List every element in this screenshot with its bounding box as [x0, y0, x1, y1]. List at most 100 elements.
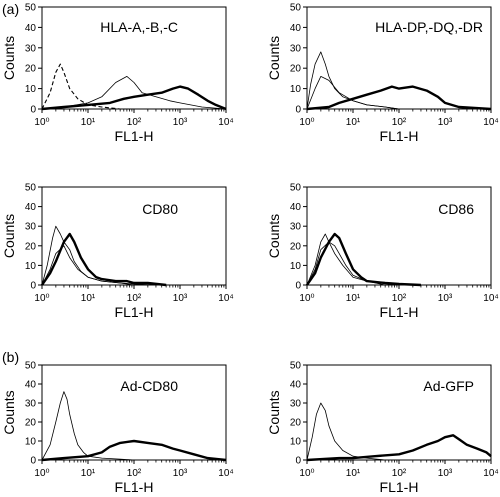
x-tick-label: 10¹: [346, 293, 361, 304]
x-tick-label: 10¹: [81, 117, 96, 128]
y-axis-label: Counts: [266, 36, 282, 80]
y-tick-label: 40: [290, 380, 302, 391]
x-tick-label: 10¹: [346, 117, 361, 128]
x-axis-label: FL1-H: [115, 128, 154, 144]
y-tick-label: 0: [295, 105, 301, 116]
x-tick-label: 10³: [173, 117, 188, 128]
y-tick-label: 10: [25, 437, 37, 448]
y-tick-label: 10: [25, 84, 37, 95]
y-axis-label: Counts: [266, 214, 282, 258]
x-tick-label: 10⁰: [299, 293, 314, 304]
y-tick-label: 0: [295, 456, 301, 467]
y-tick-label: 40: [25, 23, 37, 34]
histogram-series-line: [306, 434, 492, 462]
histogram-panel: 0 10 20 30 40 50 10⁰ 10¹ 10² 10³ 10⁴ FL1-H Counts CD8…: [266, 183, 499, 321]
histogram-series-line: [306, 85, 492, 111]
y-tick-label: 10: [290, 437, 302, 448]
panel-title: Ad-GFP: [423, 378, 474, 394]
y-tick-label: 40: [25, 380, 37, 391]
x-tick-label: 10³: [438, 293, 453, 304]
panel-title: HLA-A,-B,-C: [100, 19, 178, 35]
x-axis-label: FL1-H: [115, 479, 154, 495]
y-tick-label: 50: [290, 361, 302, 372]
x-tick-label: 10¹: [81, 293, 96, 304]
y-tick-label: 30: [25, 43, 37, 54]
y-tick-label: 40: [290, 202, 302, 213]
x-tick-label: 10⁴: [218, 468, 233, 479]
y-tick-label: 0: [295, 281, 301, 292]
histogram-series-line: [306, 232, 421, 287]
x-tick-label: 10³: [173, 293, 188, 304]
y-tick-label: 30: [290, 43, 302, 54]
y-tick-label: 20: [25, 418, 37, 429]
panel-title: CD86: [438, 201, 474, 217]
x-axis-label: FL1-H: [380, 479, 419, 495]
x-tick-label: 10⁴: [483, 293, 498, 304]
x-tick-label: 10²: [392, 117, 407, 128]
x-tick-label: 10³: [173, 468, 188, 479]
y-axis-label: Counts: [1, 390, 17, 434]
x-axis-label: FL1-H: [380, 304, 419, 320]
x-tick-label: 10⁰: [34, 117, 49, 128]
panel-title: CD80: [142, 201, 178, 217]
y-tick-label: 10: [290, 84, 302, 95]
x-tick-label: 10⁴: [483, 468, 498, 479]
x-tick-label: 10⁴: [218, 117, 233, 128]
histogram-series-line: [41, 439, 227, 462]
y-tick-label: 50: [25, 183, 37, 194]
histogram-series-line: [41, 76, 227, 110]
x-tick-label: 10²: [127, 468, 142, 479]
y-tick-label: 50: [290, 3, 302, 14]
y-tick-label: 40: [25, 202, 37, 213]
histogram-panel: 0 10 20 30 40 50 10⁰ 10¹ 10² 10³ 10⁴ FL1-H Counts CD8…: [1, 183, 234, 321]
x-tick-label: 10¹: [81, 468, 96, 479]
histogram-series-line: [41, 232, 167, 287]
y-tick-label: 10: [290, 261, 302, 272]
panel-title: Ad-CD80: [120, 378, 178, 394]
y-tick-label: 20: [290, 241, 302, 252]
y-axis-label: Counts: [266, 390, 282, 434]
x-tick-label: 10²: [127, 117, 142, 128]
x-tick-label: 10⁰: [34, 293, 49, 304]
y-tick-label: 50: [25, 3, 37, 14]
y-axis-label: Counts: [1, 214, 17, 258]
y-tick-label: 30: [290, 399, 302, 410]
histogram-series-line: [41, 63, 134, 110]
histogram-series-line: [306, 76, 400, 110]
x-tick-label: 10²: [127, 293, 142, 304]
histogram-series-line: [41, 85, 227, 111]
panel-marker-b: (b): [2, 349, 19, 365]
y-tick-label: 10: [25, 261, 37, 272]
y-tick-label: 20: [25, 241, 37, 252]
histogram-panel: 0 10 20 30 40 50 10⁰ 10¹ 10² 10³ 10⁴ FL1-H Counts Ad-…: [266, 361, 499, 496]
histogram-series-line: [41, 391, 135, 461]
y-axis-label: Counts: [1, 36, 17, 80]
panel-title: HLA-DP,-DQ,-DR: [375, 19, 483, 35]
y-tick-label: 0: [30, 105, 36, 116]
y-tick-label: 20: [25, 64, 37, 75]
histogram-panel: 0 10 20 30 40 50 10⁰ 10¹ 10² 10³ 10⁴ FL1-H Counts HLA…: [266, 3, 499, 145]
histogram-panels: 0 10 20 30 40 50 10⁰ 10¹ 10² 10³ 10⁴ FL1-H Counts HLA…: [1, 3, 499, 496]
x-tick-label: 10⁴: [218, 293, 233, 304]
panel-marker-a: (a): [2, 1, 19, 17]
y-tick-label: 20: [290, 418, 302, 429]
histogram-series-line: [306, 241, 386, 286]
x-tick-label: 10³: [438, 468, 453, 479]
y-tick-label: 30: [290, 222, 302, 233]
histogram-series-line: [306, 402, 386, 461]
histogram-series-line: [41, 245, 135, 286]
y-tick-label: 50: [290, 183, 302, 194]
x-tick-label: 10²: [392, 293, 407, 304]
x-axis-label: FL1-H: [115, 304, 154, 320]
x-tick-label: 10²: [392, 468, 407, 479]
x-tick-label: 10³: [438, 117, 453, 128]
y-tick-label: 20: [290, 64, 302, 75]
y-tick-label: 30: [25, 399, 37, 410]
y-tick-label: 0: [30, 281, 36, 292]
y-tick-label: 50: [25, 361, 37, 372]
histogram-panel: 0 10 20 30 40 50 10⁰ 10¹ 10² 10³ 10⁴ FL1-H Counts Ad-…: [1, 361, 234, 496]
y-tick-label: 30: [25, 222, 37, 233]
x-tick-label: 10⁰: [299, 468, 314, 479]
x-tick-label: 10⁴: [483, 117, 498, 128]
